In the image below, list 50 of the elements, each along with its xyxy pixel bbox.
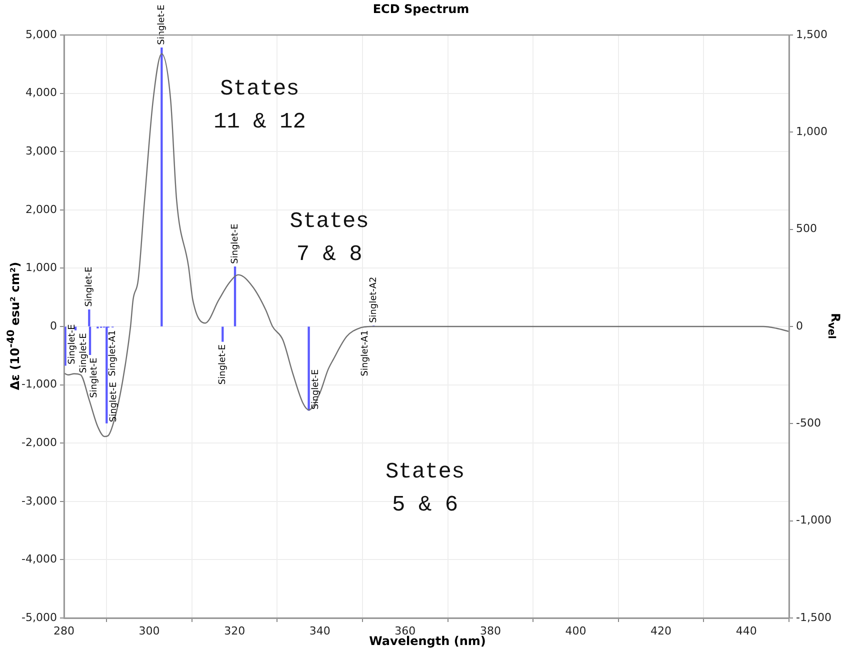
- line-series: [64, 53, 789, 438]
- bar: [308, 326, 310, 411]
- y-tick-label: -3,000: [22, 494, 57, 508]
- y-tick-label: -4,000: [22, 552, 57, 566]
- chart-title: ECD Spectrum: [372, 2, 470, 16]
- y-tick-label: -1,000: [22, 378, 57, 391]
- x-axis-title: Wavelength (nm): [369, 634, 486, 648]
- x-tick-label: 340: [309, 624, 330, 638]
- y-tick-label: 0: [50, 319, 57, 332]
- bar: [234, 266, 236, 326]
- data-label: Singlet-A1: [360, 330, 370, 376]
- y2-tick-label: 1,000: [796, 125, 828, 138]
- y-tick-label: 3,000: [26, 144, 57, 158]
- data-label: Singlet-E: [78, 332, 89, 374]
- bar: [106, 326, 108, 424]
- x-tick-label: 420: [650, 624, 672, 638]
- data-label: Singlet-E: [157, 4, 168, 45]
- data-label: Singlet-E: [311, 369, 322, 410]
- y2-tick-label: -1,500: [796, 610, 832, 624]
- annotation: States 5 & 6: [385, 459, 465, 518]
- y-tick-label: 1,000: [26, 261, 57, 274]
- data-label: Singlet-E: [218, 344, 228, 385]
- y2-tick-label: 500: [796, 222, 817, 236]
- y2-tick-label: -500: [796, 416, 821, 430]
- x-tick-label: 400: [565, 624, 586, 638]
- y-tick-label: 5,000: [26, 28, 57, 41]
- data-label: Singlet-E: [230, 223, 240, 264]
- data-label: Singlet-E: [89, 357, 100, 398]
- data-label: Singlet-E: [84, 266, 95, 307]
- y-tick-label: -2,000: [22, 436, 57, 449]
- data-label: Singlet-E: [108, 382, 119, 422]
- y-tick-label: 4,000: [26, 86, 57, 100]
- x-tick-label: 440: [736, 624, 757, 638]
- y2-tick-label: -1,000: [796, 514, 832, 527]
- data-label: Singlet-A2: [368, 276, 379, 323]
- x-tick-label: 300: [138, 624, 160, 638]
- x-tick-label: 320: [224, 624, 246, 638]
- bar: [64, 326, 66, 366]
- annotation: States 11 & 12: [214, 76, 306, 134]
- data-label: Singlet-A1: [108, 330, 118, 376]
- x-tick-label: 280: [54, 624, 74, 638]
- bar: [160, 47, 163, 326]
- data-label: Singlet-E: [68, 324, 78, 364]
- annotation: States 7 & 8: [290, 209, 369, 268]
- bar: [74, 326, 77, 330]
- y-tick-label: 2,000: [26, 202, 57, 216]
- bar: [222, 326, 224, 342]
- y2-tick-label: 1,500: [796, 28, 828, 41]
- y2-tick-label: 0: [796, 319, 803, 332]
- y-tick-label: -5,000: [22, 610, 57, 624]
